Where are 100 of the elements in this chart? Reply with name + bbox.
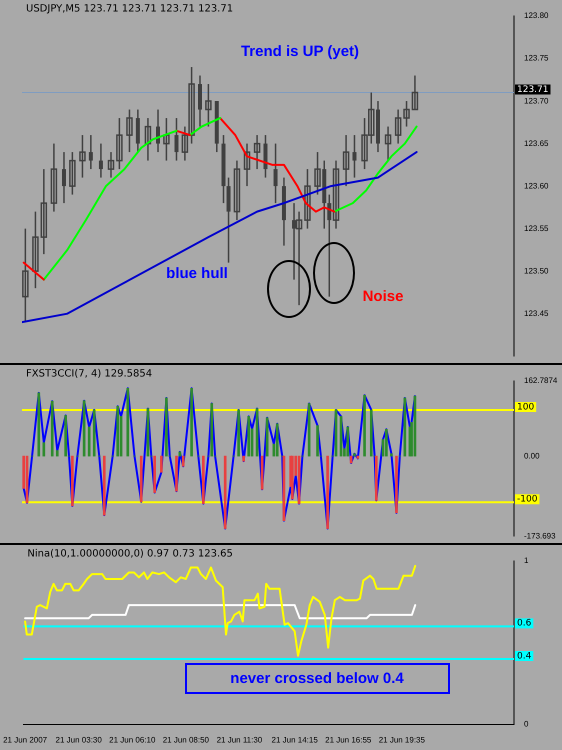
candlestick: [205, 83, 212, 128]
bar: [37, 392, 40, 456]
bar: [308, 403, 310, 456]
candlestick: [144, 117, 152, 162]
bar: [374, 456, 378, 501]
bar: [395, 456, 398, 514]
y-tick-label: 123.50: [524, 266, 550, 276]
annotation: blue hull: [166, 265, 228, 282]
bar: [256, 408, 258, 456]
bar: [42, 442, 46, 456]
bar: [414, 396, 416, 456]
bar: [71, 456, 74, 506]
bar: [165, 398, 168, 456]
ref-line-label: 0.6: [517, 618, 532, 629]
annotation: Trend is UP (yet): [240, 43, 360, 60]
bar: [282, 456, 286, 521]
bar: [242, 456, 245, 462]
ref-line-label: -100: [517, 494, 538, 505]
candlestick: [116, 117, 123, 170]
bar: [291, 456, 294, 500]
bar: [316, 425, 319, 456]
bar: [390, 453, 393, 456]
ref-line-label: 0.4: [517, 651, 532, 662]
candlestick: [234, 160, 240, 221]
x-tick-label: 21 Jun 11:30: [216, 735, 263, 744]
bar: [88, 426, 90, 456]
bar: [182, 456, 185, 467]
y-tick-label: 123.80: [524, 11, 550, 20]
bar: [102, 456, 106, 516]
candlestick: [50, 142, 58, 212]
y-tick-label: 123.75: [524, 54, 550, 63]
y-tick-label: 123.60: [524, 181, 550, 190]
y-tick-label: -173.693: [524, 531, 556, 540]
bar: [350, 456, 352, 464]
x-tick-label: 21 Jun 06:10: [109, 735, 156, 744]
bar: [82, 400, 86, 456]
y-tick-label: 1: [524, 556, 529, 566]
candlestick: [126, 108, 133, 153]
candlestick: [32, 210, 39, 289]
annotation: Noise: [362, 288, 404, 306]
bar: [56, 450, 59, 456]
bar: [153, 456, 156, 493]
bar: [237, 410, 240, 456]
x-tick-label: 21 Jun 19:35: [378, 735, 426, 744]
y-tick-label: 0: [524, 720, 529, 729]
ref-line-label: 100: [517, 402, 534, 412]
bar: [140, 456, 143, 502]
bar: [266, 417, 268, 456]
x-tick-label: 21 Jun 08:50: [162, 735, 210, 744]
ref-line-label: 123.71: [517, 84, 548, 95]
candlestick: [40, 168, 48, 255]
candlestick: [384, 126, 392, 162]
bar: [160, 456, 163, 473]
bar: [116, 406, 120, 456]
bar: [26, 456, 28, 503]
candlestick: [22, 228, 29, 323]
x-tick-label: 21 Jun 03:30: [56, 735, 102, 744]
bar: [126, 388, 130, 456]
bar: [202, 456, 205, 504]
candlestick: [163, 117, 170, 162]
y-tick-label: 123.65: [524, 138, 550, 148]
x-tick-label: 21 Jun 2007: [3, 735, 48, 744]
bar: [64, 415, 67, 456]
bar: [353, 453, 356, 456]
x-tick-label: 21 Jun 16:55: [325, 735, 372, 744]
bar: [340, 416, 342, 456]
candlestick: [79, 134, 86, 178]
bar: [346, 426, 350, 456]
bar: [260, 456, 264, 490]
bar: [334, 410, 338, 456]
bar: [404, 398, 406, 456]
chart-title: FXST3CCI(7, 4) 129.5854: [26, 368, 152, 380]
bar: [224, 456, 227, 529]
bar: [385, 429, 388, 456]
bar: [363, 394, 366, 456]
annotation: never crossed below 0.4: [230, 670, 404, 688]
y-tick-label: 123.55: [524, 224, 550, 233]
chart-title: Nina(10,1.00000000,0) 0.97 0.73 123.65: [27, 548, 233, 560]
candlestick: [244, 142, 250, 187]
bar: [298, 456, 300, 504]
y-tick-label: 162.7874: [524, 376, 558, 386]
bar: [247, 416, 250, 456]
bar: [210, 403, 214, 456]
bar: [92, 410, 96, 456]
candlestick: [108, 151, 114, 178]
candlestick: [342, 134, 350, 187]
bar: [175, 456, 178, 492]
bar: [146, 408, 150, 456]
bar: [276, 423, 279, 456]
y-tick-label: 123.45: [524, 308, 550, 318]
y-tick-label: 123.70: [524, 96, 550, 106]
y-tick-label: 0.00: [524, 451, 540, 460]
candlestick: [69, 151, 76, 196]
chart-title: USDJPY,M5 123.71 123.71 123.71 123.71: [26, 4, 234, 15]
candlestick: [394, 108, 402, 144]
bar: [326, 456, 329, 529]
candlestick: [254, 134, 260, 170]
bar: [50, 400, 54, 456]
bar: [178, 452, 182, 456]
x-tick-label: 21 Jun 14:15: [272, 735, 318, 744]
